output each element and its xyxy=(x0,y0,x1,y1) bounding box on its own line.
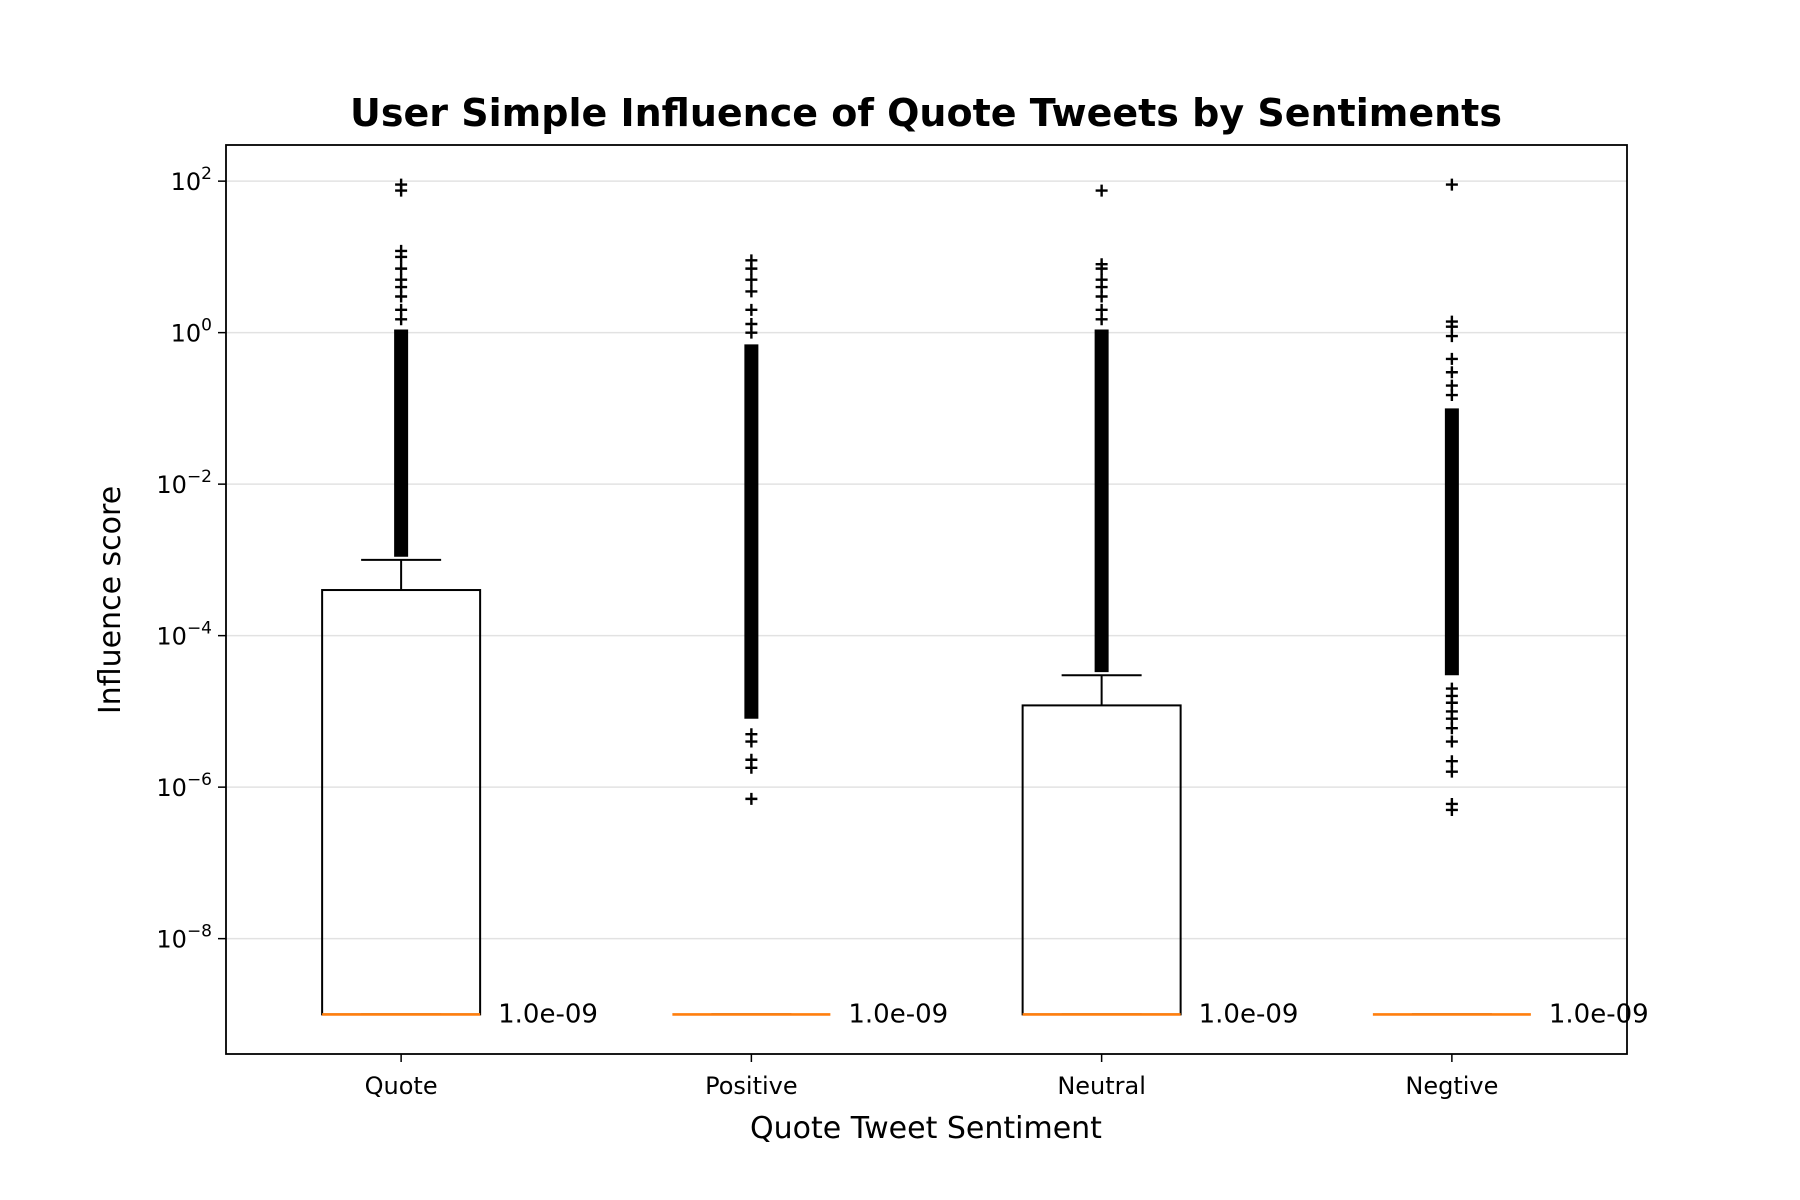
outlier-point xyxy=(1445,352,1458,365)
x-tick-label: Negtive xyxy=(1405,1072,1498,1100)
y-axis-label: Influence score xyxy=(93,486,128,714)
y-tick-label: 10−4 xyxy=(156,619,212,651)
outlier-band xyxy=(1094,329,1109,673)
outlier-point xyxy=(1445,315,1458,328)
median-label: 1.0e-09 xyxy=(1199,999,1299,1029)
chart-title: User Simple Influence of Quote Tweets by… xyxy=(350,91,1502,135)
y-tick-label: 10−6 xyxy=(156,770,212,802)
outlier-point xyxy=(1445,765,1458,778)
outlier-point xyxy=(745,728,758,741)
outlier-point xyxy=(395,273,408,286)
outlier-point xyxy=(1095,273,1108,286)
outlier-point xyxy=(1445,379,1458,392)
outlier-point xyxy=(745,285,758,298)
outlier-point xyxy=(1445,797,1458,810)
outlier-point xyxy=(745,792,758,805)
outlier-point xyxy=(1445,735,1458,748)
outlier-point xyxy=(395,178,408,191)
outlier-band xyxy=(1444,408,1459,676)
median-label: 1.0e-09 xyxy=(848,999,948,1029)
y-tick-label: 100 xyxy=(171,316,212,348)
box xyxy=(1021,704,1182,1016)
outlier-point xyxy=(395,303,408,316)
outlier-point xyxy=(395,244,408,257)
median-label: 1.0e-09 xyxy=(498,999,598,1029)
outlier-band xyxy=(394,329,409,557)
outlier-point xyxy=(1445,682,1458,695)
outlier-band xyxy=(744,344,759,719)
y-tick-label: 102 xyxy=(171,164,212,196)
x-tick-label: Positive xyxy=(705,1072,798,1100)
x-tick-label: Quote xyxy=(365,1072,438,1100)
y-tick-label: 10−8 xyxy=(156,922,212,954)
outlier-point xyxy=(745,303,758,316)
y-tick-label: 10−2 xyxy=(156,467,212,499)
x-tick-label: Neutral xyxy=(1057,1072,1146,1100)
outlier-point xyxy=(395,262,408,275)
outlier-point xyxy=(1095,303,1108,316)
box xyxy=(321,589,482,1016)
outlier-point xyxy=(745,254,758,267)
plot-frame xyxy=(225,144,1628,1055)
outlier-point xyxy=(1445,755,1458,768)
outlier-point xyxy=(1445,366,1458,379)
outlier-point xyxy=(745,273,758,286)
median-label: 1.0e-09 xyxy=(1549,999,1649,1029)
plot-area: 102 100 10−2 10−4 10−6 10−8 1.0e-09 Quote 1.0e-0… xyxy=(156,144,1649,1100)
outlier-point xyxy=(745,318,758,331)
outlier-point xyxy=(1445,178,1458,191)
x-axis-label: Quote Tweet Sentiment xyxy=(750,1111,1102,1146)
outlier-point xyxy=(1095,258,1108,271)
outlier-point xyxy=(1095,184,1108,197)
outlier-point xyxy=(745,753,758,766)
